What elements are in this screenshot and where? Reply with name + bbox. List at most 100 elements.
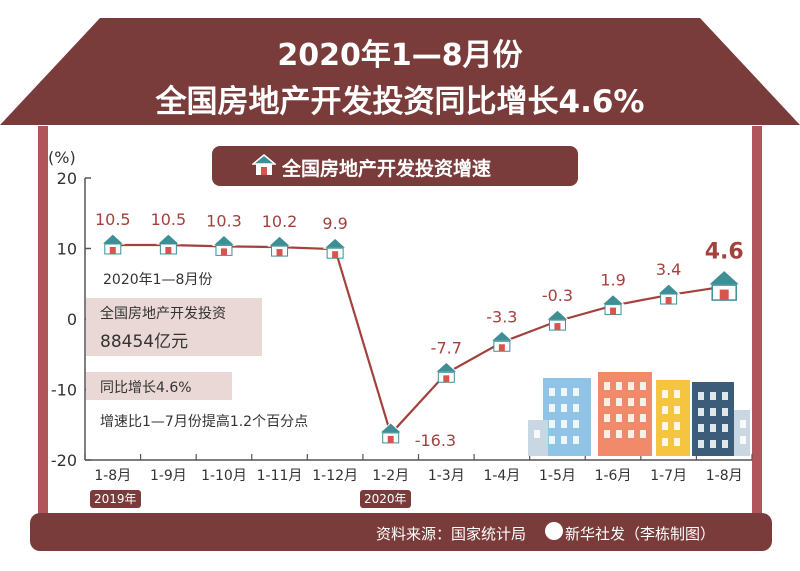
data-label: 1.9 [600,271,625,290]
source-text: 资料来源：国家统计局 [376,525,527,543]
data-label: -16.3 [415,431,456,450]
house-door [387,435,394,443]
data-point-house [267,235,292,257]
speed-note: 增速比1—7月份提高1.2个百分点 [100,414,309,430]
building-window [640,414,646,422]
building-window [710,408,716,416]
building-window [674,422,680,430]
house-roof [267,235,292,247]
data-label: 4.6 [705,240,744,265]
house-door [332,251,339,259]
building-window [628,382,634,390]
house-door [498,344,505,352]
building-window [640,382,646,390]
building-window [698,392,704,400]
house-roof [545,309,570,321]
x-tick-label: 1-7月 [650,468,687,484]
building-window [573,388,579,396]
house-roof [156,233,181,245]
left-wall [38,126,48,526]
house-roof [211,234,237,246]
building-window [662,406,668,414]
building-window [710,440,716,448]
house-door [665,297,672,305]
building [734,410,750,456]
house-roof [100,233,126,245]
main-title-line1: 2020年1—8月份 [277,38,523,73]
building-window [722,424,728,432]
data-point-house [322,237,348,259]
building-window [628,398,634,406]
building-window [628,430,634,438]
building-window [628,414,634,422]
xinhua-logo-icon [545,522,563,540]
footer-bar [30,513,772,551]
house-door [554,323,561,331]
chart-axes: 20 10 0 -10 -20 1-8月 1-9月 1-10月 1-11月 1-12月 1-2月 1-… [51,169,753,484]
building-window [662,390,668,398]
building-window [573,436,579,444]
house-door [220,248,227,256]
growth-box [86,372,232,400]
house-door [109,246,116,254]
x-tick-label: 1-3月 [428,468,465,484]
right-wall [752,126,762,526]
building-window [616,382,622,390]
x-tick-label: 1-8月 [706,468,743,484]
x-tick-label: 1-6月 [595,468,632,484]
x-tick-label: 1-11月 [257,468,303,484]
building-window [573,420,579,428]
house-door [276,249,283,257]
y-tick-label: -10 [51,381,77,400]
building-window [616,430,622,438]
credit-text: 新华社发（李栋制图） [565,525,716,543]
investment-box [86,298,262,356]
building-window [710,392,716,400]
x-tick-label: 1-4月 [483,468,520,484]
growth-label: 同比增长4.6% [100,380,192,396]
investment-value: 88454亿元 [100,332,189,352]
building-window [740,420,746,428]
investment-label: 全国房地产开发投资 [100,306,226,322]
building-window [674,438,680,446]
data-point-house [656,283,681,305]
chart-series: 10.5 10.5 10.3 10.2 9.9 -16.3 -7.7 -3.3 -0.3 1.9 3… [95,210,744,450]
building-window [616,414,622,422]
y-tick-label: 0 [67,310,77,329]
data-label: 10.3 [206,211,242,230]
data-label: 10.5 [95,210,131,229]
data-point-house [545,309,570,331]
building-window [604,382,610,390]
data-point-house [600,293,626,316]
data-label: 10.2 [262,212,298,231]
building-window [573,404,579,412]
data-point-house [489,330,515,352]
building-window [604,430,610,438]
roof-banner [0,18,800,125]
data-point-house [156,233,181,255]
chart-banner-title: 全国房地产开发投资增速 [282,158,492,180]
building-window [561,436,567,444]
building-window [549,404,555,412]
building-window [662,422,668,430]
building-window [640,430,646,438]
building-window [561,420,567,428]
building-window [698,440,704,448]
house-roof [705,269,743,286]
city-illustration [528,372,750,456]
house-roof [600,293,626,306]
house-door [610,307,617,315]
x-tick-label: 1-12月 [312,468,358,484]
house-roof [656,283,681,295]
building-window [662,438,668,446]
chart-banner [212,146,578,186]
building-window [549,436,555,444]
x-tick-label: 1-8月 [94,468,131,484]
data-label: -3.3 [486,307,517,326]
main-title-line2: 全国房地产开发投资同比增长4.6% [155,84,645,120]
house-door [165,246,172,254]
year-label-2020: 2020年 [360,490,411,508]
building-window [722,392,728,400]
building-window [740,436,746,444]
